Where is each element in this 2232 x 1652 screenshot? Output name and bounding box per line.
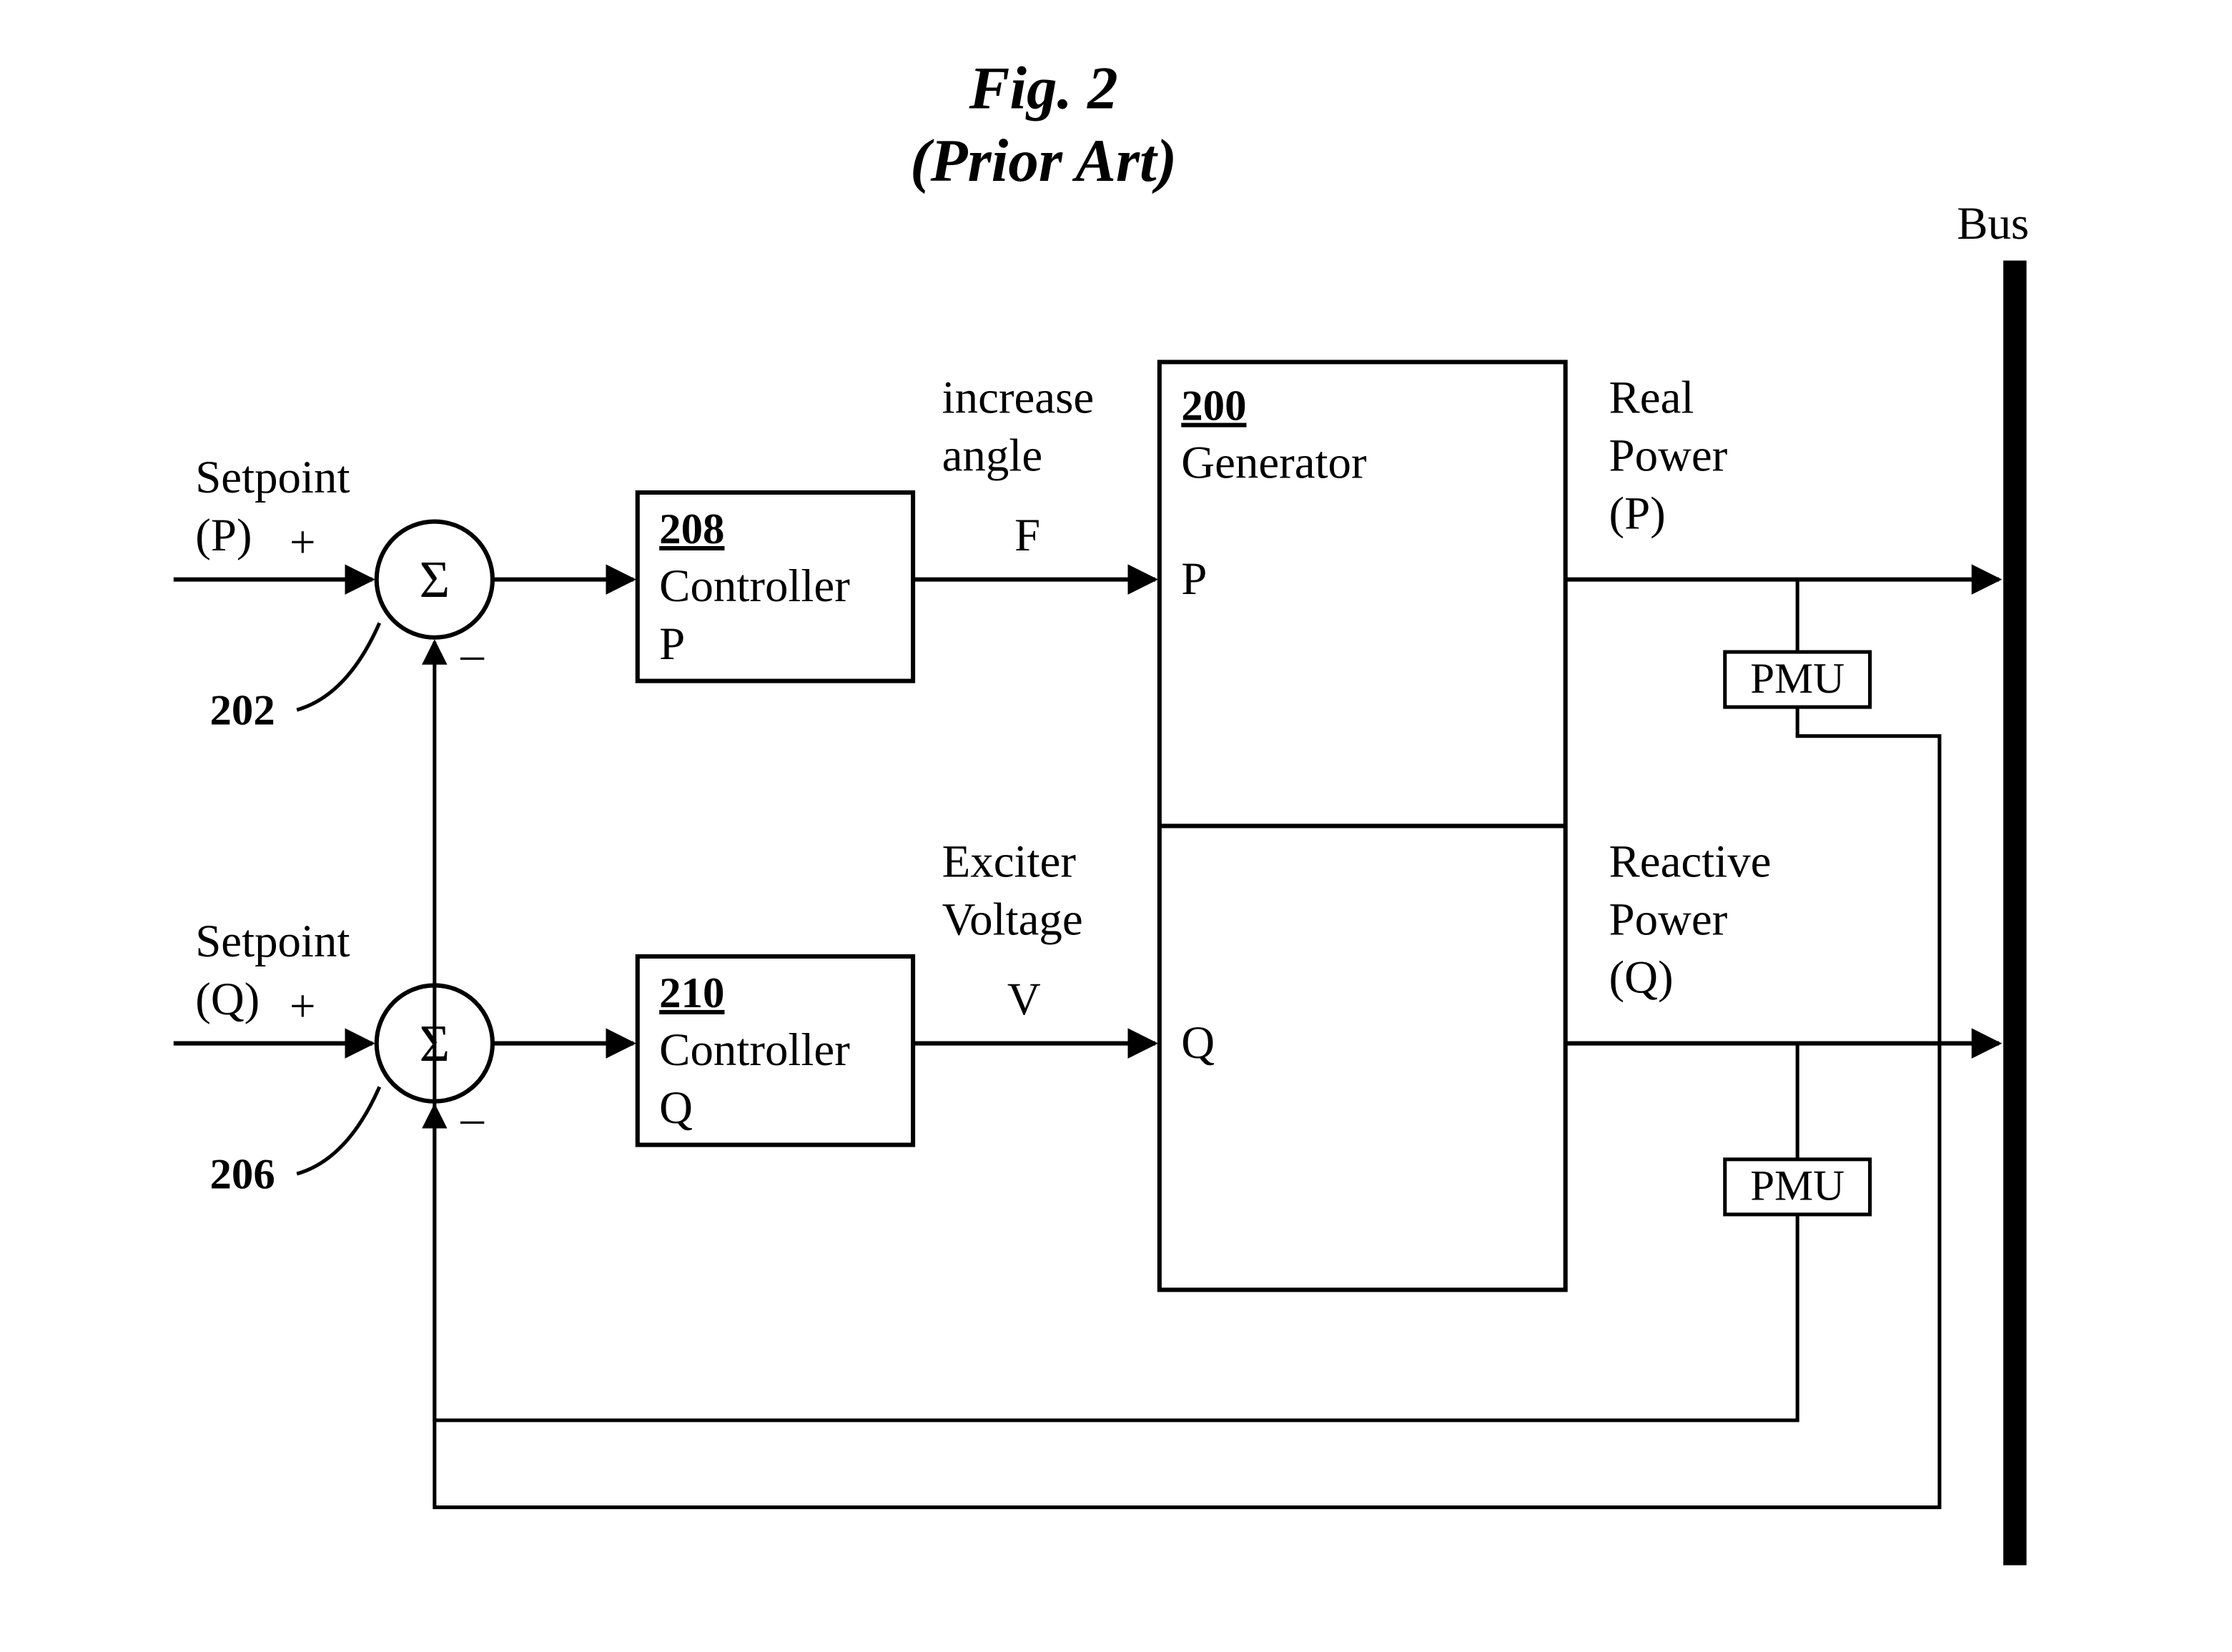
generator-label: Generator: [1181, 437, 1367, 489]
feedback-q-path: [435, 1106, 1797, 1420]
ref-202-curve: [297, 623, 380, 710]
setpoint-q-line2: (Q): [195, 974, 260, 1025]
ref-206: 206: [209, 1150, 275, 1198]
real-power-1: Real: [1609, 372, 1694, 423]
increase-angle-1: increase: [942, 372, 1095, 423]
figure-title-2: (Prior Art): [910, 127, 1177, 194]
setpoint-q-line1: Setpoint: [195, 916, 350, 967]
real-power-3: (P): [1609, 488, 1666, 540]
minus-p: –: [460, 628, 484, 680]
controller-q-label: Controller: [659, 1024, 850, 1076]
real-power-2: Power: [1609, 430, 1728, 482]
exciter-voltage-1: Exciter: [942, 836, 1077, 887]
sigma-p: Σ: [420, 550, 450, 608]
setpoint-p-line2: (P): [195, 510, 252, 561]
ref-200: 200: [1181, 382, 1246, 430]
controller-p-letter: P: [659, 618, 685, 670]
controller-p-label: Controller: [659, 560, 850, 612]
plus-p: +: [290, 517, 316, 568]
plus-q: +: [290, 981, 316, 1032]
figure-title-1: Fig. 2: [968, 55, 1117, 122]
reactive-power-1: Reactive: [1609, 836, 1772, 887]
exciter-voltage-V: V: [1007, 974, 1041, 1025]
ref-206-curve: [297, 1087, 380, 1174]
block-diagram: Fig. 2 (Prior Art) Bus Setpoint (P) + Σ …: [29, 29, 2203, 1623]
reactive-power-2: Power: [1609, 894, 1728, 945]
reactive-power-3: (Q): [1609, 952, 1674, 1004]
ref-210: 210: [659, 969, 724, 1017]
pmu-q-label: PMU: [1750, 1162, 1845, 1210]
minus-q: –: [460, 1092, 484, 1144]
generator-Q: Q: [1181, 1017, 1215, 1069]
exciter-voltage-2: Voltage: [942, 894, 1083, 945]
ref-202: 202: [209, 686, 275, 734]
generator-P: P: [1181, 553, 1207, 605]
pmu-p-label: PMU: [1750, 655, 1845, 703]
controller-q-letter: Q: [659, 1082, 693, 1134]
increase-angle-2: angle: [942, 430, 1043, 482]
ref-208: 208: [659, 505, 724, 553]
bus-label: Bus: [1957, 198, 2029, 249]
increase-angle-F: F: [1014, 510, 1040, 561]
setpoint-p-line1: Setpoint: [195, 452, 350, 503]
